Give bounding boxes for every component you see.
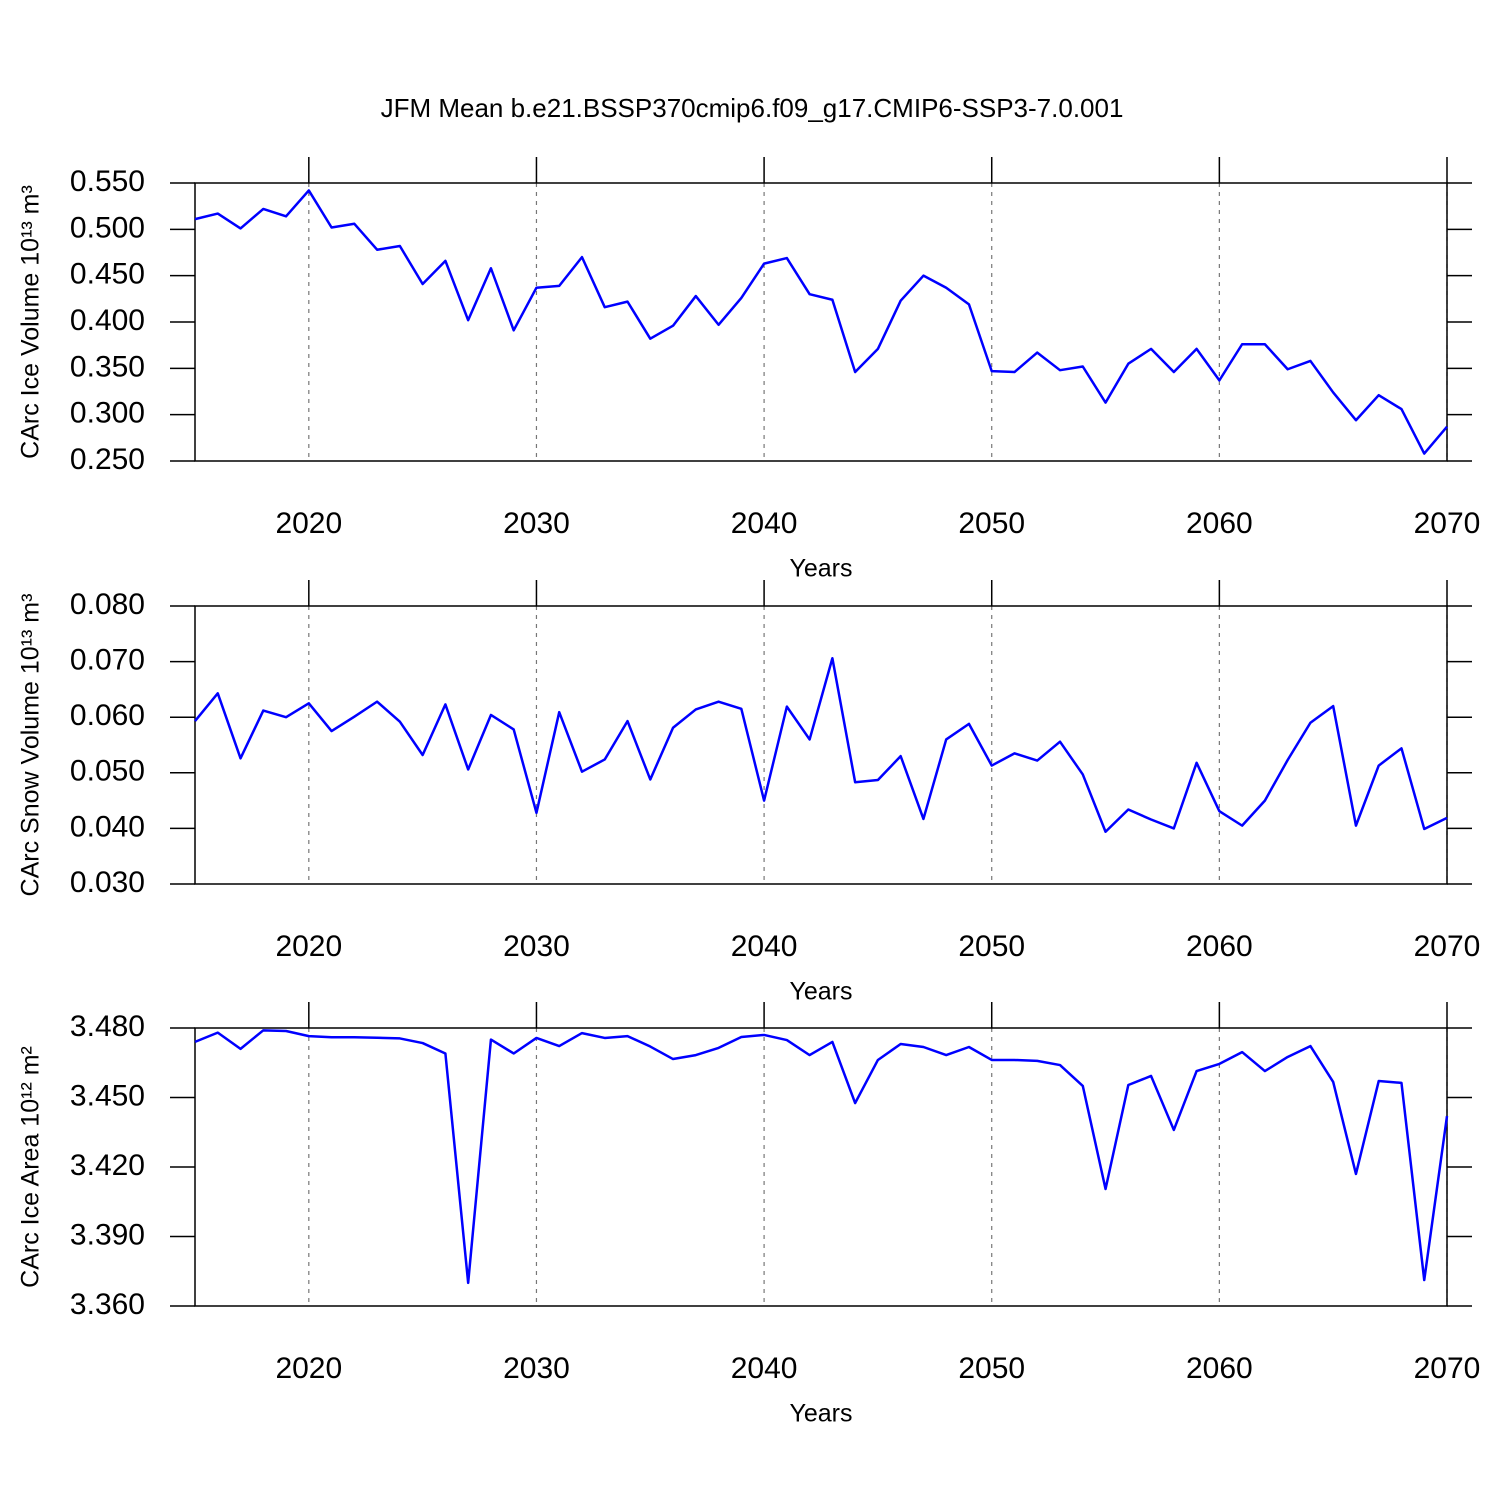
y-axis-label: CArc Ice Area 10¹² m²: [17, 1046, 45, 1288]
x-axis-label: Years: [789, 1400, 852, 1428]
data-line: [194, 189, 1448, 455]
y-tick-label: 0.060: [70, 699, 145, 732]
x-tick-label: 2030: [503, 1352, 570, 1385]
y-tick-label: 0.300: [70, 397, 145, 430]
y-axis-label: CArc Ice Volume 10¹³ m³: [17, 185, 45, 459]
x-tick-label: 2040: [731, 930, 798, 963]
chart-title: JFM Mean b.e21.BSSP370cmip6.f09_g17.CMIP…: [381, 93, 1124, 123]
y-tick-label: 3.480: [70, 1010, 145, 1043]
x-tick-label: 2050: [958, 1352, 1025, 1385]
y-tick-label: 3.360: [70, 1288, 145, 1321]
x-tick-label: 2060: [1186, 1352, 1253, 1385]
x-tick-label: 2070: [1414, 507, 1481, 540]
x-tick-label: 2050: [958, 930, 1025, 963]
x-tick-label: 2040: [731, 507, 798, 540]
y-tick-label: 0.070: [70, 644, 145, 677]
x-axis-label: Years: [789, 978, 852, 1006]
plot-frame: [194, 605, 1448, 885]
x-tick-label: 2030: [503, 507, 570, 540]
plot-frame: [194, 1027, 1448, 1307]
y-tick-label: 3.420: [70, 1149, 145, 1182]
plot-frame: [194, 182, 1448, 462]
x-tick-label: 2020: [275, 1352, 342, 1385]
y-tick-label: 0.030: [70, 866, 145, 899]
y-tick-label: 3.450: [70, 1079, 145, 1112]
x-tick-label: 2020: [275, 507, 342, 540]
data-line: [194, 657, 1448, 833]
y-tick-label: 0.350: [70, 350, 145, 383]
y-tick-label: 0.550: [70, 165, 145, 198]
x-tick-label: 2020: [275, 930, 342, 963]
y-axis-label: CArc Snow Volume 10¹³ m³: [17, 594, 45, 897]
x-tick-label: 2040: [731, 1352, 798, 1385]
x-axis-label: Years: [789, 555, 852, 583]
x-tick-label: 2070: [1414, 1352, 1481, 1385]
x-tick-label: 2060: [1186, 507, 1253, 540]
y-tick-label: 0.080: [70, 588, 145, 621]
y-tick-label: 0.450: [70, 258, 145, 291]
x-tick-label: 2070: [1414, 930, 1481, 963]
x-tick-label: 2060: [1186, 930, 1253, 963]
y-tick-label: 0.500: [70, 211, 145, 244]
y-tick-label: 0.040: [70, 810, 145, 843]
x-tick-label: 2050: [958, 507, 1025, 540]
y-tick-label: 0.050: [70, 755, 145, 788]
y-tick-label: 3.390: [70, 1218, 145, 1251]
y-tick-label: 0.400: [70, 304, 145, 337]
data-line: [194, 1029, 1449, 1285]
y-tick-label: 0.250: [70, 443, 145, 476]
x-tick-label: 2030: [503, 930, 570, 963]
